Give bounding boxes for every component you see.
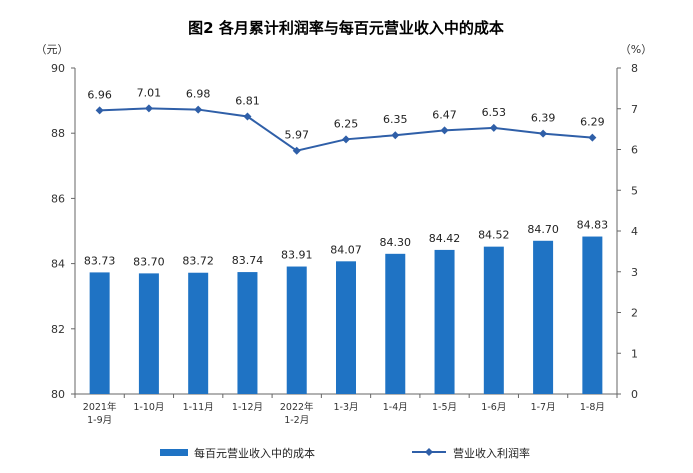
bar [582,236,603,394]
right-axis-unit: （%） [620,43,652,56]
x-tick-label: 1-9月 [87,415,112,426]
line-marker [243,112,252,121]
chart-title: 图2 各月累计利润率与每百元营业收入中的成本 [188,19,504,37]
right-tick-label: 3 [631,266,638,279]
legend-line-marker [425,448,433,456]
bar-value-label: 84.70 [527,223,559,236]
line-marker [144,104,153,113]
x-tick-label: 2021年 [83,401,117,413]
x-tick-label: 1-4月 [383,402,408,413]
x-tick-label: 1-5月 [432,402,457,413]
bar-value-label: 83.70 [133,255,165,268]
line-marker [440,126,449,135]
bar [188,272,209,394]
x-tick-label: 2022年 [280,401,314,413]
line-value-label: 6.47 [432,108,457,121]
x-tick-label: 1-11月 [183,402,214,413]
line-value-label: 6.81 [235,94,260,107]
x-tick-label: 1-8月 [580,402,605,413]
bar-value-label: 83.91 [281,249,313,262]
bar [533,240,554,394]
x-tick-label: 1-2月 [284,415,309,426]
bar [286,266,307,394]
x-axis-ticks: 2021年 1-9月 1-10月 1-11月 1-12月 2022年 1-2月 1-3月 1-4… [74,394,618,426]
bar-value-label: 83.72 [182,255,214,268]
left-tick-label: 88 [51,127,65,140]
line-series: 6.96 7.01 6.98 6.81 5.97 6.25 6.35 6.47 6.53 6.39… [87,86,605,155]
line-value-label: 6.39 [531,112,556,125]
line-value-label: 6.25 [334,117,359,130]
bar [336,261,356,394]
line-marker [489,123,498,132]
left-tick-label: 82 [51,323,65,336]
left-axis-unit: （元） [36,43,69,56]
x-tick-label: 1-3月 [333,402,358,413]
line-value-label: 6.98 [186,88,211,101]
legend-line-label: 营业收入利润率 [453,446,530,460]
legend-bar-swatch [160,449,188,456]
legend-bar-label: 每百元营业收入中的成本 [194,446,315,460]
x-tick-label: 1-7月 [531,402,556,413]
legend: 每百元营业收入中的成本 营业收入利润率 [160,446,530,460]
line-marker [194,105,203,114]
line-value-label: 6.29 [580,116,605,129]
bar [385,253,406,394]
line-marker [588,133,597,142]
line-value-label: 6.35 [383,113,408,126]
line-value-label: 6.96 [87,88,112,101]
bar [138,273,159,394]
axes: 80 82 84 86 88 90 0 1 2 3 4 5 6 7 8 [51,62,638,401]
bar [483,246,504,394]
x-tick-label: 1-10月 [133,402,164,413]
line-value-label: 6.53 [482,106,507,119]
right-tick-label: 2 [631,307,638,320]
line-marker [292,146,301,155]
line-value-label: 5.97 [284,129,309,142]
left-tick-label: 90 [51,62,65,75]
bar-value-label: 84.42 [429,232,461,245]
bar [237,272,258,394]
right-tick-label: 0 [631,388,638,401]
line-value-label: 7.01 [137,86,162,99]
right-tick-label: 1 [631,347,638,360]
line-marker [342,135,350,144]
x-tick-label: 1-6月 [481,402,506,413]
right-tick-label: 5 [631,184,638,197]
x-tick-label: 1-12月 [232,402,263,413]
left-tick-label: 84 [51,258,65,271]
bar [89,272,110,394]
bar-value-label: 83.73 [84,254,116,267]
bar [434,249,455,394]
right-tick-label: 8 [631,62,638,75]
right-tick-label: 7 [631,103,638,116]
bar-value-label: 84.07 [330,243,362,256]
line-marker [95,106,104,115]
bar-value-label: 83.74 [232,254,264,267]
line-marker [391,131,400,140]
left-tick-label: 80 [51,388,65,401]
bar-value-label: 84.30 [380,236,412,249]
right-tick-label: 6 [631,144,638,157]
bar-value-label: 84.52 [478,229,510,242]
right-tick-label: 4 [631,225,638,238]
bar-series: 83.73 83.70 83.72 83.74 83.91 84.07 84.30 84.42… [84,219,608,394]
line-marker [539,129,548,138]
left-tick-label: 86 [51,192,65,205]
bar-value-label: 84.83 [577,219,609,232]
